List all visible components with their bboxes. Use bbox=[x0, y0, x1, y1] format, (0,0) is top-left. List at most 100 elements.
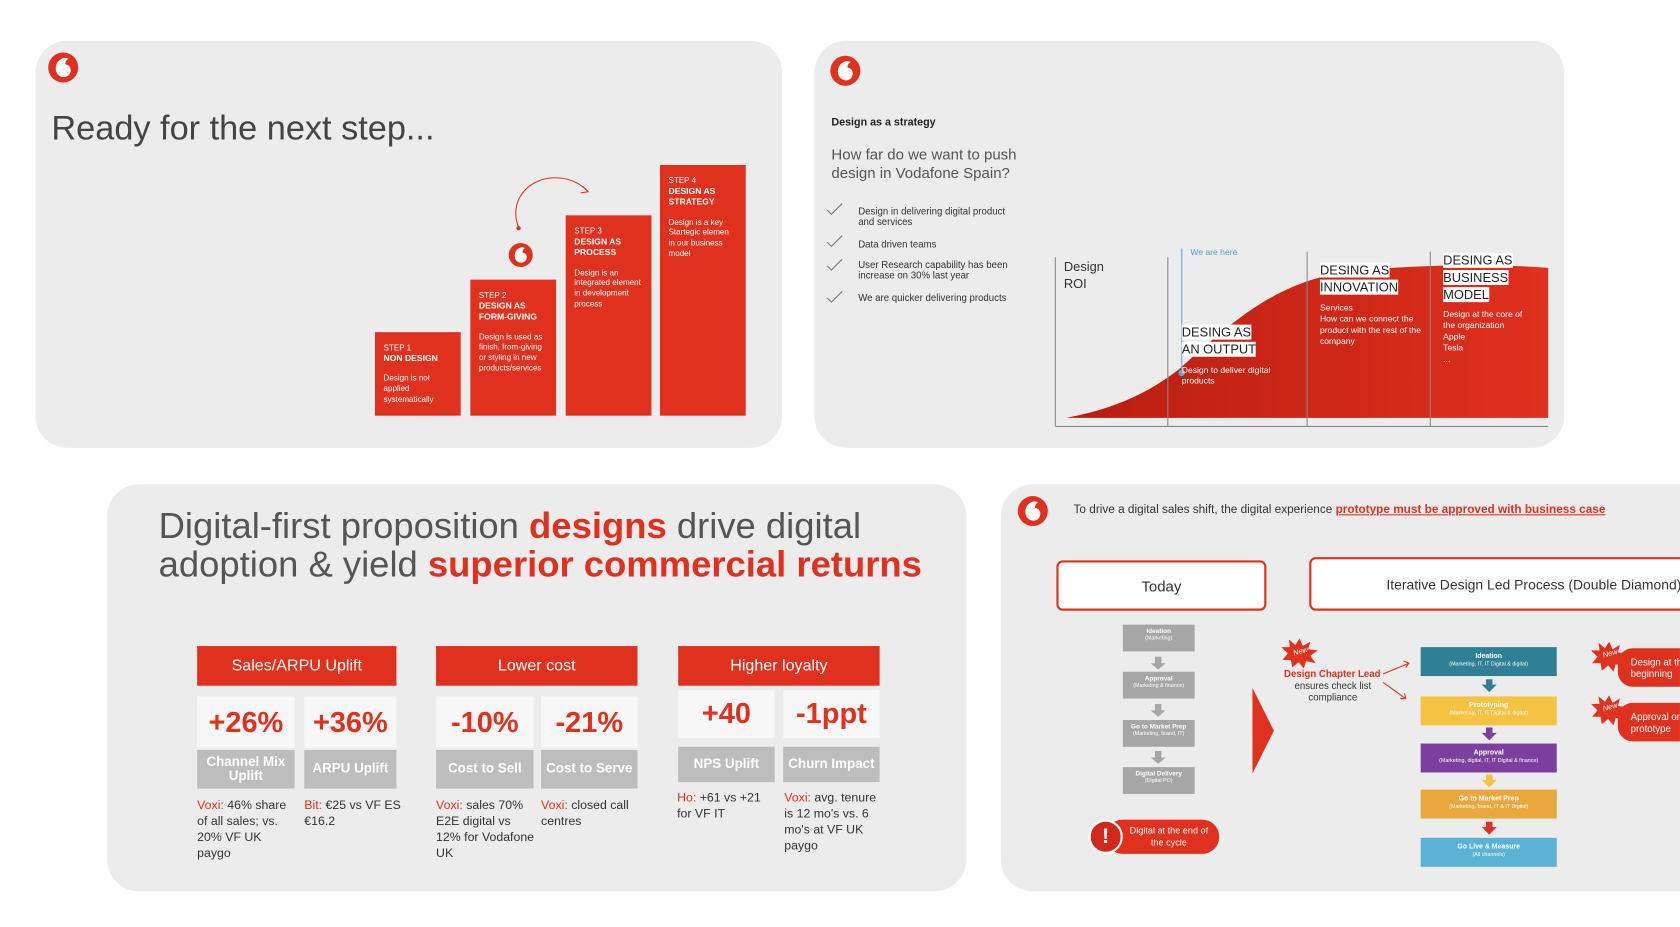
shape bbox=[55, 57, 71, 78]
step-name: Digital Delivery bbox=[1135, 771, 1182, 778]
process-arrows bbox=[1481, 679, 1497, 835]
shape bbox=[1281, 638, 1318, 669]
shape bbox=[1481, 727, 1497, 741]
metric-note: Voxi: avg. tenure is 12 mo's vs. 6 mo's … bbox=[784, 791, 886, 855]
step-bar: STEP 3 DESIGN AS PROCESS Design is an inte… bbox=[565, 215, 652, 416]
shape bbox=[826, 258, 843, 271]
transition-arrow bbox=[1252, 687, 1274, 774]
metric-note: Bit: €25 vs VF ES €16.2 bbox=[304, 798, 433, 830]
step-team: (Digital PO) bbox=[1144, 777, 1173, 785]
step-label: STEP 2 bbox=[478, 290, 507, 300]
metric-value: +40 bbox=[678, 689, 775, 739]
axis-label: Design ROI bbox=[1063, 259, 1104, 292]
group-header: Lower cost bbox=[436, 646, 638, 686]
shape bbox=[580, 186, 590, 194]
shape bbox=[1054, 251, 1549, 427]
note-text: closed call centres bbox=[541, 799, 629, 829]
process-step: Ideation (Marketing, IT, IT Digital & dig… bbox=[1420, 647, 1557, 677]
stage-text: Design at the core of the organization Ap… bbox=[1443, 310, 1534, 366]
today-step: Approval (Marketing & finance) bbox=[1122, 671, 1195, 699]
intro: To drive a digital sales shift, the digi… bbox=[1074, 504, 1606, 517]
note-text: sales 70% E2E digital vs 12% for Vodafon… bbox=[436, 799, 535, 861]
step-text: Design is used as finish, from-giving or… bbox=[478, 331, 543, 373]
arrow bbox=[515, 177, 590, 231]
metric-note: Voxi: closed call centres bbox=[541, 798, 637, 830]
line: Tesla bbox=[1443, 343, 1464, 353]
shape bbox=[1382, 660, 1410, 700]
metric-label: ARPU Uplift bbox=[304, 749, 397, 789]
check-item: We are quicker delivering products bbox=[858, 292, 1007, 304]
today-arrows bbox=[1150, 656, 1166, 764]
shape bbox=[1481, 679, 1497, 693]
intro-link: prototype must be approved with business… bbox=[1335, 503, 1606, 517]
stage-name: DESING AS INNOVATION bbox=[1319, 261, 1408, 296]
metric-label: Churn Impact bbox=[783, 746, 880, 783]
step-text: Design is a key Startegic elemen in our … bbox=[668, 216, 729, 258]
line: How can we connect the product with the … bbox=[1319, 314, 1421, 347]
shape bbox=[837, 61, 853, 81]
alert-pill: Digital at the end of the cycle bbox=[1105, 819, 1220, 854]
logo bbox=[48, 52, 79, 83]
step-name: Approval bbox=[1144, 676, 1173, 683]
intro-text: To drive a digital sales shift, the digi… bbox=[1073, 503, 1336, 517]
metric-value: -1ppt bbox=[783, 689, 880, 739]
shape bbox=[1382, 662, 1410, 675]
kicker: Design as a strategy bbox=[831, 116, 936, 129]
headline-highlight: designs bbox=[529, 505, 667, 547]
stage-name-text: DESING AS AN OUTPUT bbox=[1181, 324, 1257, 357]
today-box: Today bbox=[1056, 560, 1267, 611]
metric-value: +26% bbox=[197, 696, 295, 748]
headline-part: drive digital bbox=[666, 505, 862, 547]
shape bbox=[514, 247, 527, 263]
today-step: Go to Market Prep (Marketing, brand, IT) bbox=[1122, 719, 1195, 747]
shape bbox=[1400, 693, 1407, 700]
note-source: Voxi: bbox=[197, 799, 224, 813]
shape bbox=[1150, 751, 1166, 764]
headline-part: Digital-first proposition bbox=[158, 505, 530, 547]
step-label: STEP 4 bbox=[668, 175, 697, 186]
note-text: avg. tenure is 12 mo's vs. 6 mo's at VF … bbox=[784, 791, 877, 853]
check-item: Data driven teams bbox=[858, 238, 937, 250]
shape bbox=[826, 291, 843, 303]
lead-title: Design Chapter Lead bbox=[1284, 668, 1381, 680]
lead-text: ensures check list compliance bbox=[1294, 680, 1372, 703]
check-item: User Research capability has been increa… bbox=[858, 259, 1008, 282]
shape bbox=[1150, 656, 1166, 764]
step-team: (Marketing & finance) bbox=[1133, 682, 1185, 689]
metric-value: -21% bbox=[541, 696, 638, 748]
step-team: (Marketing, brand, IT & IT Digital) bbox=[1449, 803, 1529, 810]
headline-highlight: superior commercial returns bbox=[427, 543, 922, 585]
lead-arrows bbox=[1382, 660, 1410, 700]
step-team: (All channels) bbox=[1472, 851, 1505, 858]
today-step: Ideation (Marketing) bbox=[1122, 624, 1195, 652]
benefit-note: Design at the beginning bbox=[1617, 648, 1680, 687]
metric-note: Voxi: sales 70% E2E digital vs 12% for V… bbox=[436, 798, 538, 862]
shape bbox=[516, 226, 521, 231]
question: How far do we want to push design in Vod… bbox=[831, 145, 1017, 181]
stage-name-text: DESING AS INNOVATION bbox=[1319, 262, 1399, 295]
metric-note: Voxi: 46% share of all sales; vs. 20% VF… bbox=[197, 798, 293, 862]
shape bbox=[1252, 687, 1274, 774]
process-step: Approval (Marketing, digital, IT, IT Digi… bbox=[1420, 743, 1557, 773]
process-box: Iterative Design Led Process (Double Dia… bbox=[1309, 557, 1680, 611]
logo bbox=[1017, 496, 1048, 527]
shape bbox=[826, 203, 843, 303]
stage-text: Services How can we connect the product w… bbox=[1320, 303, 1427, 348]
step-name: Go to Market Prep bbox=[1458, 794, 1519, 803]
stage-name-text: DESING AS BUSINESS MODEL bbox=[1443, 252, 1513, 303]
new-badge bbox=[1281, 638, 1318, 669]
shape bbox=[1150, 656, 1166, 670]
step-team: (Marketing, digital, IT, IT Digital & fi… bbox=[1439, 757, 1539, 764]
line: Apple bbox=[1443, 331, 1466, 342]
shape bbox=[1403, 660, 1410, 668]
slide-title: Ready for the next step... bbox=[51, 108, 435, 147]
step-name: Approval bbox=[1473, 748, 1504, 757]
note-source: Voxi: bbox=[541, 799, 568, 813]
line: ... bbox=[1443, 354, 1451, 364]
step-name: DESIGN AS PROCESS bbox=[574, 236, 622, 258]
step-label: STEP 3 bbox=[574, 226, 602, 236]
step-bar: STEP 4 DESIGN AS STRATEGY Design is a key … bbox=[659, 164, 746, 416]
metric-note: Ho: +61 vs +21 for VF IT bbox=[677, 791, 773, 823]
